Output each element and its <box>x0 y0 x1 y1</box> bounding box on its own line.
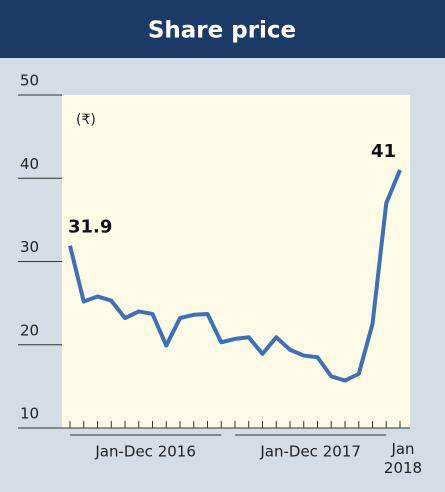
y-tick-label: 10 <box>20 405 39 423</box>
period-label: Jan 2018 <box>383 440 423 477</box>
header-band <box>0 0 445 58</box>
y-tick-label: 40 <box>20 155 39 173</box>
y-tick-label: 20 <box>20 321 39 339</box>
period-label: Jan-Dec 2016 <box>94 443 196 461</box>
y-tick-label: 30 <box>20 238 39 256</box>
data-label: 41 <box>371 141 396 162</box>
unit-label: (₹) <box>76 112 96 128</box>
period-label: Jan-Dec 2017 <box>259 443 361 461</box>
data-label: 31.9 <box>68 217 112 238</box>
plot-area <box>62 95 410 428</box>
price-line <box>68 169 402 383</box>
y-tick-label: 50 <box>20 72 39 90</box>
chart-title: Share price <box>148 18 296 44</box>
